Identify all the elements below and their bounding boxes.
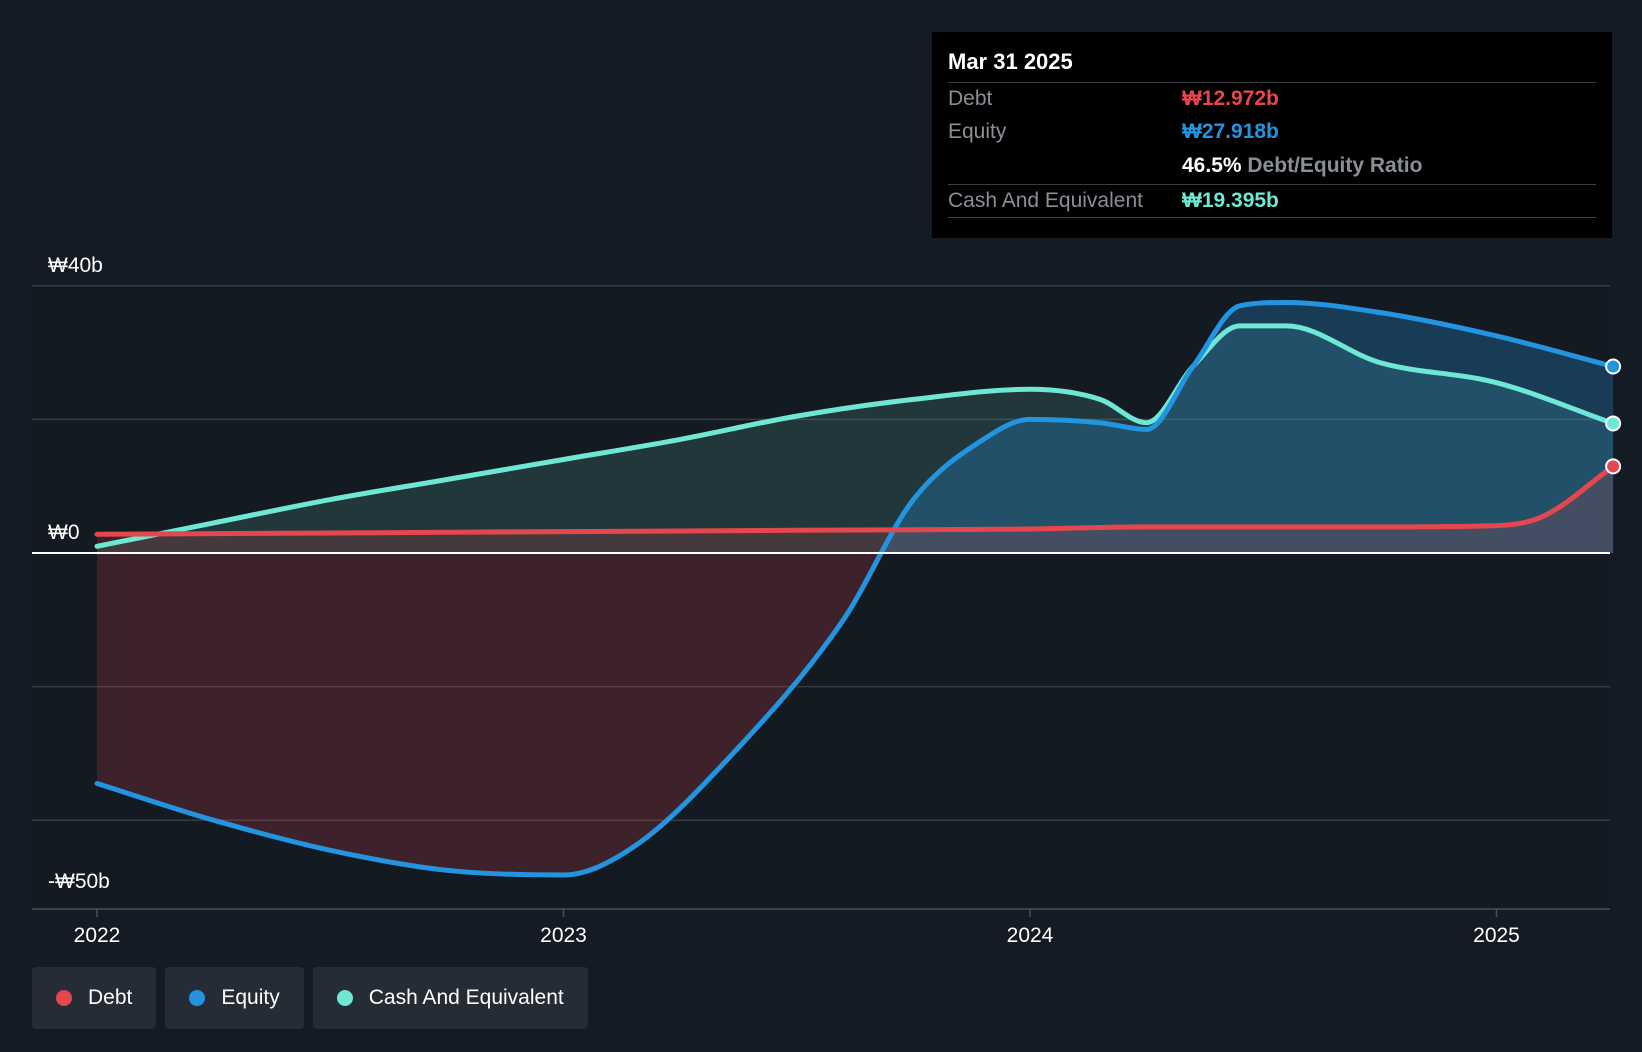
equity-area-negative: [97, 553, 1614, 875]
y-tick-label: -₩50b: [48, 870, 110, 893]
tooltip-row-cash: Cash And Equivalent ₩19.395b: [948, 184, 1596, 218]
tooltip-row-debt: Debt ₩12.972b: [948, 82, 1596, 116]
debt-area: [97, 466, 1614, 553]
debt-dot-icon: [56, 990, 72, 1006]
x-tick-label: 2024: [1007, 924, 1054, 947]
series-areas: [97, 302, 1614, 875]
tooltip-cash-label: Cash And Equivalent: [948, 189, 1143, 212]
tooltip-ratio: 46.5% Debt/Equity Ratio: [1182, 154, 1422, 178]
tooltip-panel: Mar 31 2025 Debt ₩12.972b Equity ₩27.918…: [932, 32, 1612, 238]
equity-line: [94, 300, 1616, 878]
equity-end-marker: [1605, 358, 1622, 375]
tooltip-ratio-value: 46.5%: [1182, 154, 1242, 177]
x-tick-label: 2022: [74, 924, 121, 947]
debt-end-marker: [1605, 458, 1622, 475]
legend-label-cash: Cash And Equivalent: [368, 986, 564, 1009]
tooltip-debt-label: Debt: [948, 87, 993, 110]
y-tick-label: ₩40b: [48, 254, 103, 277]
grid-lines: [32, 285, 1610, 911]
tooltip-date: Mar 31 2025: [948, 49, 1073, 74]
tooltip-cash-value: ₩19.395b: [1182, 189, 1279, 212]
plot-background: [32, 285, 1610, 911]
tooltip-equity-value: ₩27.918b: [1182, 120, 1279, 143]
legend: Debt Equity Cash And Equivalent: [32, 967, 588, 1029]
x-tick-label: 2023: [540, 924, 587, 947]
x-tick-label: 2025: [1473, 924, 1520, 947]
legend-item-cash[interactable]: Cash And Equivalent: [312, 967, 588, 1029]
legend-item-equity[interactable]: Equity: [165, 967, 304, 1029]
equity-area-positive: [97, 302, 1614, 553]
cash-and-equivalent-line: [94, 323, 1616, 549]
cash-and-equivalent-end-marker: [1605, 415, 1622, 432]
axes: ₩40b ₩0 -₩50b 2022 2023 2024 2025: [32, 254, 1610, 947]
tooltip-row-ratio: 46.5% Debt/Equity Ratio: [948, 150, 1596, 184]
y-tick-label: ₩0: [48, 521, 80, 544]
legend-label-equity: Equity: [221, 986, 280, 1009]
legend-item-debt[interactable]: Debt: [32, 967, 157, 1029]
end-markers: [1605, 358, 1622, 475]
cash-and-equivalent-area: [97, 325, 1614, 553]
tooltip-debt-value: ₩12.972b: [1182, 87, 1279, 110]
legend-label-debt: Debt: [88, 986, 133, 1009]
series-lines: [94, 300, 1616, 878]
debt-line: [94, 463, 1616, 537]
tooltip-equity-label: Equity: [948, 120, 1007, 143]
cash-dot-icon: [336, 990, 353, 1006]
tooltip-row-equity: Equity ₩27.918b: [948, 116, 1596, 150]
equity-dot-icon: [189, 990, 206, 1006]
tooltip-ratio-label: Debt/Equity Ratio: [1247, 154, 1423, 177]
